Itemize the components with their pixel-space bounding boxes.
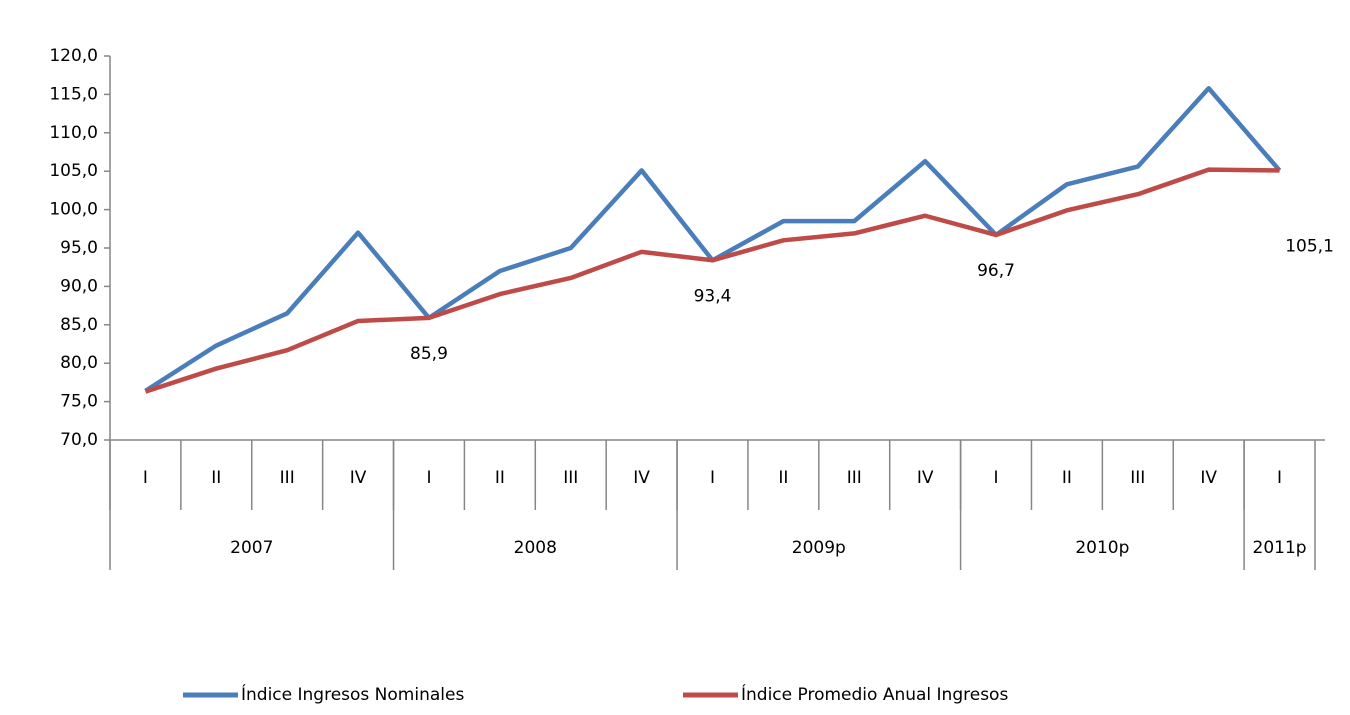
x-tick-label: IV xyxy=(1200,468,1217,488)
y-tick-label: 80,0 xyxy=(60,353,98,373)
y-tick-label: 75,0 xyxy=(60,392,98,412)
y-tick-label: 120,0 xyxy=(49,46,98,66)
x-tick-label: III xyxy=(847,468,862,488)
x-tick-label: III xyxy=(563,468,578,488)
y-tick-label: 100,0 xyxy=(49,200,98,220)
x-tick-label: IV xyxy=(633,468,650,488)
x-tick-label: IV xyxy=(917,468,934,488)
x-tick-label: I xyxy=(143,468,148,488)
x-tick-label: II xyxy=(778,468,788,488)
x-tick-label: II xyxy=(495,468,505,488)
y-tick-label: 105,0 xyxy=(49,161,98,181)
y-tick-label: 110,0 xyxy=(49,123,98,143)
x-tick-label: IV xyxy=(350,468,367,488)
group-label: 2009p xyxy=(792,538,846,558)
data-label: 105,1 xyxy=(1285,236,1334,256)
group-label: 2007 xyxy=(230,538,273,558)
x-tick-label: I xyxy=(710,468,715,488)
x-tick-label: I xyxy=(1277,468,1282,488)
legend-label: Índice Ingresos Nominales xyxy=(241,683,464,705)
data-label: 96,7 xyxy=(977,261,1015,281)
y-tick-label: 85,0 xyxy=(60,315,98,335)
y-tick-label: 115,0 xyxy=(49,84,98,104)
data-label: 85,9 xyxy=(410,344,448,364)
x-tick-label: III xyxy=(1130,468,1145,488)
x-tick-label: I xyxy=(426,468,431,488)
legend-label: Índice Promedio Anual Ingresos xyxy=(741,683,1008,705)
group-label: 2008 xyxy=(514,538,557,558)
x-tick-label: II xyxy=(1062,468,1072,488)
y-tick-label: 70,0 xyxy=(60,430,98,450)
x-tick-label: I xyxy=(994,468,999,488)
series-line xyxy=(144,167,1280,394)
data-label: 93,4 xyxy=(694,286,732,306)
x-tick-label: II xyxy=(211,468,221,488)
y-tick-label: 95,0 xyxy=(60,238,98,258)
x-tick-label: III xyxy=(280,468,295,488)
series-line xyxy=(144,86,1282,393)
y-tick-label: 90,0 xyxy=(60,276,98,296)
group-label: 2010p xyxy=(1075,538,1129,558)
group-label: 2011p xyxy=(1253,538,1307,558)
